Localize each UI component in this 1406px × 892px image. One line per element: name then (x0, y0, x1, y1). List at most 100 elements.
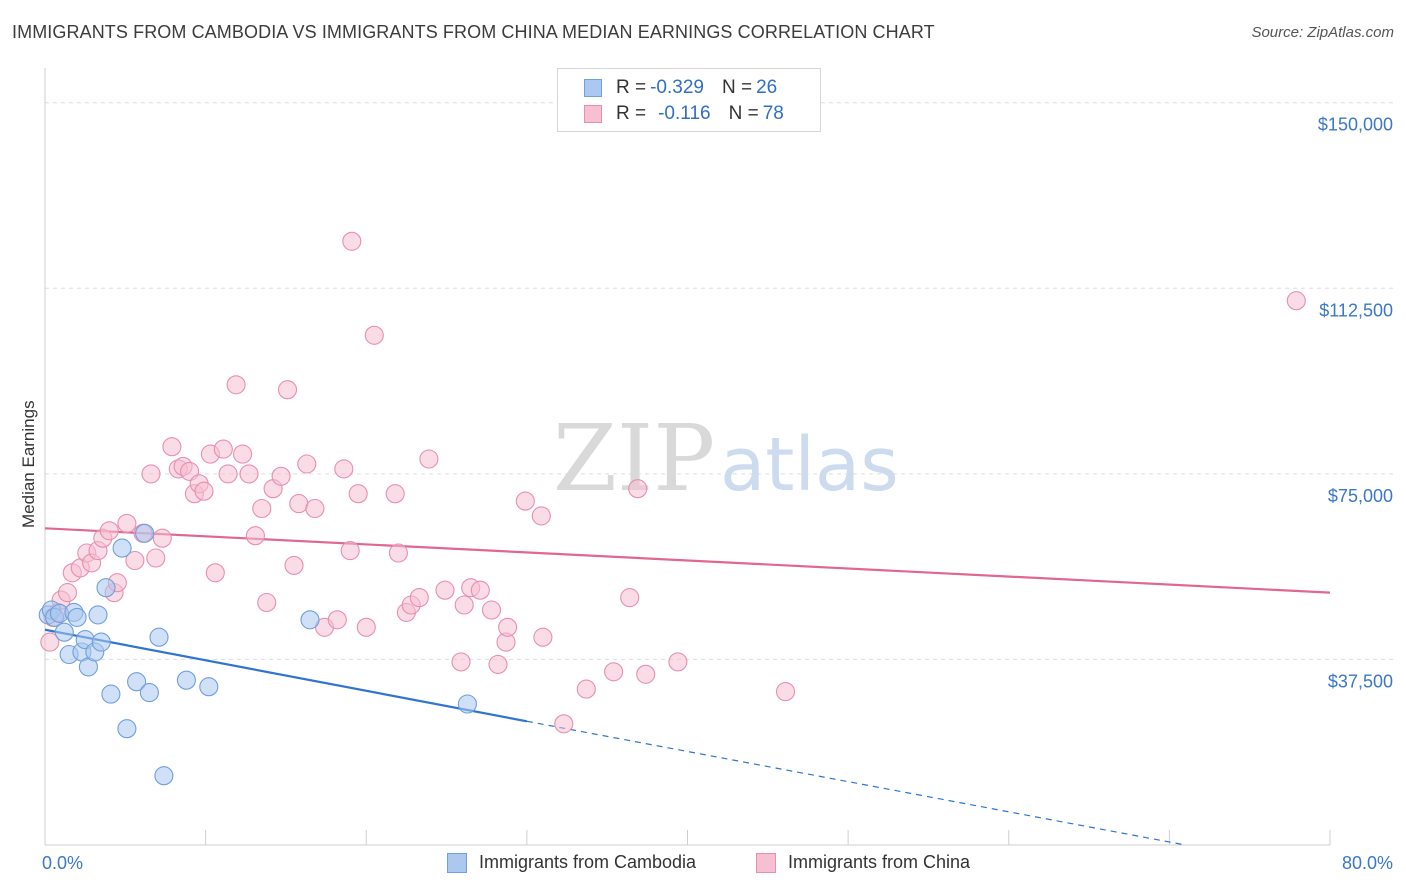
axes (44, 68, 1331, 846)
point-china (340, 541, 360, 561)
point-china (604, 662, 624, 682)
y-tick-label: $75,000 (1328, 486, 1393, 506)
point-china (239, 464, 259, 484)
point-china (342, 231, 362, 251)
point-china (348, 484, 368, 504)
trendline-extension-cambodia (526, 720, 1186, 846)
point-cambodia (117, 719, 137, 739)
point-china (385, 484, 405, 504)
point-cambodia (91, 632, 111, 652)
series-swatch-cambodia (447, 852, 467, 873)
data-points (38, 231, 1306, 786)
point-china (470, 580, 490, 600)
trendline-cambodia (44, 628, 528, 723)
point-china (620, 588, 640, 608)
point-china (576, 679, 596, 699)
point-china (257, 592, 277, 613)
point-china (334, 459, 354, 479)
point-china (388, 543, 408, 563)
legend-swatch-china (584, 105, 602, 123)
point-china (117, 513, 137, 533)
point-china (297, 454, 317, 474)
trend-lines (44, 527, 1331, 846)
point-china (327, 610, 347, 630)
series-swatch-china (756, 852, 776, 873)
point-china (454, 595, 474, 615)
point-china (289, 494, 309, 514)
x-tick-label: 80.0% (1342, 853, 1393, 873)
point-china (628, 479, 648, 499)
series-legend-cambodia[interactable]: Immigrants from Cambodia (447, 852, 696, 873)
point-china (245, 526, 265, 546)
point-cambodia (88, 605, 108, 625)
point-cambodia (101, 684, 121, 704)
point-cambodia (112, 538, 132, 558)
point-cambodia (176, 670, 196, 690)
point-china (668, 652, 688, 672)
point-china (205, 563, 225, 583)
point-china (775, 682, 796, 702)
point-china (451, 652, 471, 672)
tick-labels: $37,500 $75,000 $112,500 $150,000 0.0% 80.0% (42, 115, 1393, 873)
watermark: ZIP atlas (553, 405, 899, 512)
point-china (213, 439, 233, 459)
point-china (226, 375, 246, 395)
legend-r-label: R = (616, 77, 647, 98)
point-china (435, 580, 455, 600)
point-china (40, 632, 60, 652)
point-china (141, 464, 161, 484)
y-tick-label: $112,500 (1319, 300, 1393, 320)
y-axis-label: Median Earnings (19, 400, 38, 528)
y-tick-label: $150,000 (1318, 115, 1393, 135)
correlation-legend: R = -0.329 N = 26 R = -0.116 N = 78 (557, 68, 821, 132)
x-tick-label: 0.0% (42, 853, 83, 873)
point-china (356, 617, 376, 637)
legend-r-label: R = (616, 103, 647, 124)
point-china (57, 583, 78, 603)
point-china (554, 714, 574, 734)
point-china (233, 444, 253, 464)
point-china (284, 555, 304, 575)
point-cambodia (300, 610, 320, 630)
point-cambodia (149, 627, 169, 647)
point-china (419, 449, 439, 469)
series-label-china: Immigrants from China (788, 852, 971, 872)
legend-row-cambodia: R = -0.329 N = 26 (584, 76, 777, 100)
point-china (1286, 291, 1306, 311)
trendline-china (44, 527, 1331, 594)
legend-swatch-cambodia (584, 79, 602, 97)
y-tick-label: $37,500 (1328, 671, 1393, 691)
point-china (162, 437, 182, 457)
point-cambodia (199, 677, 219, 697)
legend-n-label: N = (728, 103, 759, 124)
point-china (481, 600, 502, 620)
point-china (152, 528, 172, 548)
point-cambodia (127, 672, 147, 692)
point-cambodia (154, 766, 174, 786)
point-china (194, 481, 214, 501)
point-china (409, 588, 429, 608)
point-china (218, 464, 238, 484)
point-china (636, 664, 656, 684)
point-china (531, 506, 551, 526)
series-legend: Immigrants from Cambodia Immigrants from… (0, 852, 1406, 878)
legend-r-value: -0.116 (658, 103, 711, 124)
point-china (252, 498, 272, 519)
point-cambodia (67, 607, 87, 627)
legend-n-value: 78 (762, 103, 784, 124)
point-china (305, 498, 325, 519)
source-label: Source: ZipAtlas.com (1251, 24, 1394, 41)
series-label-cambodia: Immigrants from Cambodia (479, 852, 697, 872)
point-china (498, 617, 518, 637)
series-legend-china[interactable]: Immigrants from China (756, 852, 970, 873)
point-cambodia (457, 694, 477, 714)
point-cambodia (54, 622, 74, 642)
point-china (146, 548, 166, 568)
point-china (364, 325, 384, 345)
point-china (515, 491, 535, 511)
point-cambodia (135, 523, 155, 543)
watermark-atlas: atlas (720, 422, 899, 508)
point-china (125, 550, 145, 571)
point-china (271, 466, 291, 486)
